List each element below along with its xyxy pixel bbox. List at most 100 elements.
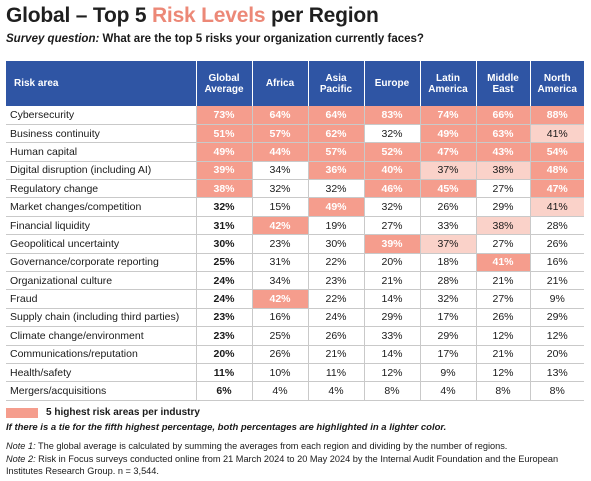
region-value-cell: 29% [530,308,584,328]
region-value-cell: 15% [252,197,309,217]
global-average-cell: 6% [196,381,253,401]
global-average-cell: 24% [196,271,253,291]
region-value-cell: 4% [420,381,477,401]
risk-area-label: Supply chain (including third parties) [6,308,197,328]
region-value-cell: 25% [252,326,309,346]
region-value-cell: 34% [252,161,309,181]
region-value-cell: 34% [252,271,309,291]
table-row: Organizational culture 24% 34% 23% 21% 28% 21%… [6,271,584,291]
region-value-cell: 54% [530,142,584,162]
region-value-cell: 4% [308,381,365,401]
region-value-cell: 57% [308,142,365,162]
global-average-cell: 30% [196,234,253,254]
region-value-cell: 57% [252,124,309,144]
region-value-cell: 11% [308,363,365,383]
region-value-cell: 21% [364,271,421,291]
region-value-cell: 32% [252,179,309,199]
risk-area-label: Fraud [6,289,197,309]
region-value-cell: 12% [476,326,531,346]
region-value-cell: 42% [252,289,309,309]
global-average-cell: 25% [196,253,253,273]
region-value-cell: 44% [252,142,309,162]
region-value-cell: 26% [530,234,584,254]
survey-question-label: Survey question: [6,33,100,45]
region-value-cell: 13% [530,363,584,383]
region-value-cell: 62% [308,124,365,144]
region-value-cell: 22% [308,253,365,273]
table-row: Supply chain (including third parties) 23… [6,308,584,328]
region-value-cell: 26% [308,326,365,346]
region-value-cell: 32% [420,289,477,309]
table-row: Financial liquidity 31% 42% 19% 27% 33% 38% 28% [6,216,584,236]
table-row: Regulatory change 38% 32% 32% 46% 45% 27% 47% [6,179,584,199]
region-value-cell: 10% [252,363,309,383]
global-average-cell: 51% [196,124,253,144]
global-average-cell: 39% [196,161,253,181]
region-value-cell: 36% [308,161,365,181]
region-value-cell: 8% [364,381,421,401]
column-header: North America [530,61,584,106]
region-value-cell: 38% [476,161,531,181]
table-row: Cybersecurity 73% 64% 64% 83% 74% 66% 88% [6,106,584,125]
region-value-cell: 12% [364,363,421,383]
region-value-cell: 26% [420,197,477,217]
risk-area-label: Mergers/acquisitions [6,381,197,401]
legend-swatch [6,407,38,418]
region-value-cell: 27% [476,179,531,199]
global-average-cell: 73% [196,106,253,125]
region-value-cell: 21% [308,345,365,364]
region-value-cell: 45% [420,179,477,199]
region-value-cell: 43% [476,142,531,162]
region-value-cell: 29% [420,326,477,346]
region-value-cell: 40% [364,161,421,181]
region-value-cell: 46% [364,179,421,199]
region-value-cell: 64% [252,106,309,125]
global-average-cell: 11% [196,363,253,383]
page-title: Global – Top 5 Risk Levels per Region [6,4,379,28]
column-header: Africa [252,61,309,106]
column-header: Risk area [6,61,197,106]
region-value-cell: 32% [364,197,421,217]
column-header: Europe [364,61,421,106]
region-value-cell: 83% [364,106,421,125]
region-value-cell: 9% [530,289,584,309]
title-suffix: per Region [265,4,379,27]
note-1: Note 1: The global average is calculated… [6,440,507,452]
region-value-cell: 24% [308,308,365,328]
region-value-cell: 8% [530,381,584,401]
global-average-cell: 24% [196,289,253,309]
global-average-cell: 32% [196,197,253,217]
table-row: Fraud 24% 42% 22% 14% 32% 27% 9% [6,289,584,309]
region-value-cell: 21% [476,345,531,364]
region-value-cell: 14% [364,345,421,364]
region-value-cell: 66% [476,106,531,125]
region-value-cell: 8% [476,381,531,401]
region-value-cell: 49% [420,124,477,144]
region-value-cell: 48% [530,161,584,181]
region-value-cell: 29% [476,197,531,217]
region-value-cell: 37% [420,234,477,254]
table-row: Market changes/competition 32% 15% 49% 32% 26… [6,197,584,217]
risk-table: Risk area Global Average Africa Asia Pacifi… [6,61,584,401]
note-1-text: The global average is calculated by summ… [35,441,508,451]
region-value-cell: 31% [252,253,309,273]
table-row: Climate change/environment 23% 25% 26% 33% 29… [6,326,584,346]
legend-label: 5 highest risk areas per industry [46,407,200,418]
region-value-cell: 23% [308,271,365,291]
region-value-cell: 64% [308,106,365,125]
region-value-cell: 63% [476,124,531,144]
global-average-cell: 20% [196,345,253,364]
region-value-cell: 52% [364,142,421,162]
region-value-cell: 88% [530,106,584,125]
survey-question: Survey question: What are the top 5 risk… [6,33,424,45]
risk-area-label: Digital disruption (including AI) [6,161,197,181]
risk-area-label: Regulatory change [6,179,197,199]
region-value-cell: 22% [308,289,365,309]
column-header: Asia Pacific [308,61,365,106]
note-2-label: Note 2: [6,454,36,464]
region-value-cell: 41% [530,197,584,217]
region-value-cell: 74% [420,106,477,125]
region-value-cell: 38% [476,216,531,236]
region-value-cell: 4% [252,381,309,401]
table-row: Digital disruption (including AI) 39% 34% 3… [6,161,584,181]
